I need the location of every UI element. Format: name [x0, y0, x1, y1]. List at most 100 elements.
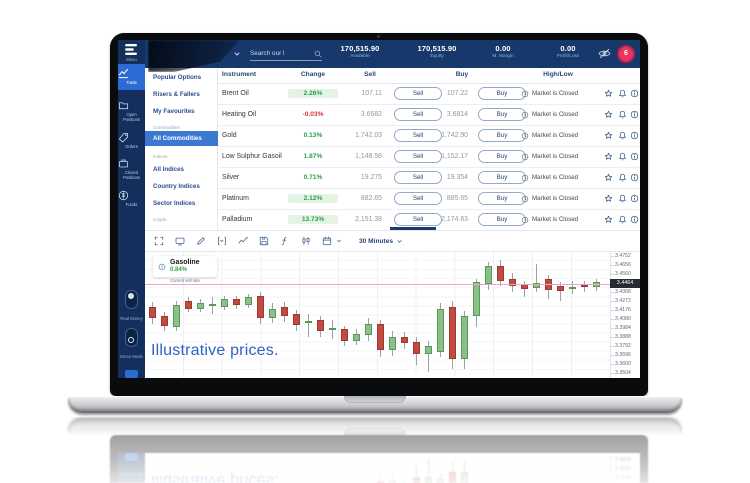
- star-icon[interactable]: [604, 89, 613, 98]
- subnav-item-my-favourites[interactable]: My Favourites: [153, 108, 195, 115]
- tag-icon: [118, 132, 129, 143]
- buy-price: 1,152.17: [441, 153, 468, 160]
- candlestick-plot[interactable]: [145, 252, 610, 378]
- subnav-section-commodities: Commodities: [153, 125, 180, 130]
- sell-button[interactable]: Sell: [394, 129, 442, 142]
- star-icon[interactable]: [604, 215, 613, 224]
- table-row[interactable]: Gold 0.13% 1,742.03 Sell 1,742.90 Buy Ma…: [218, 125, 640, 147]
- info-icon[interactable]: [630, 89, 639, 98]
- subnav-section-indices: Indices: [153, 154, 168, 159]
- user-avatar[interactable]: 6: [617, 45, 635, 63]
- sell-button[interactable]: Sell: [394, 192, 442, 205]
- bell-icon[interactable]: [618, 194, 627, 203]
- sell-button[interactable]: Sell: [394, 150, 442, 163]
- buy-price: 19.354: [446, 174, 468, 181]
- subnav-item-all-indices[interactable]: All Indices: [153, 166, 184, 173]
- star-icon[interactable]: [604, 194, 613, 203]
- subnav-item-popular-options[interactable]: Popular Options: [153, 74, 202, 81]
- bell-icon[interactable]: [618, 173, 627, 182]
- table-row[interactable]: Low Sulphur Gasoil 1.87% 1,148.58 Sell 1…: [218, 146, 640, 168]
- briefcase-icon: [118, 158, 129, 169]
- screenshot-icon[interactable]: [175, 236, 185, 246]
- buy-price: 2,174.63: [441, 216, 468, 223]
- sidebar-bottom-button[interactable]: [125, 370, 138, 378]
- chart-interval-dropdown[interactable]: 30 Minutes: [359, 238, 403, 245]
- chevron-down-icon: [396, 238, 403, 245]
- table-row[interactable]: Silver 0.71% 19.275 Sell 19.354 Buy Mark…: [218, 167, 640, 189]
- candlestick-icon[interactable]: [301, 236, 311, 246]
- instrument-name: Low Sulphur Gasoil: [222, 153, 282, 160]
- star-icon[interactable]: [604, 173, 613, 182]
- calendar-icon[interactable]: [322, 236, 332, 246]
- search-input[interactable]: Search our l: [250, 47, 322, 61]
- current-price-line: [145, 283, 610, 285]
- table-row[interactable]: Brent Oil 2.26% 107.11 Sell 107.22 Buy M…: [218, 83, 640, 105]
- buy-button[interactable]: Buy: [478, 192, 526, 205]
- sidebar-item-trade[interactable]: Trade: [118, 64, 145, 90]
- star-icon[interactable]: [604, 110, 613, 119]
- horizontal-scroll-indicator[interactable]: [390, 227, 436, 230]
- info-icon[interactable]: [630, 152, 639, 161]
- stat-margin: 0.00 M. Margin: [492, 44, 514, 59]
- info-icon[interactable]: [630, 194, 639, 203]
- market-status: Market is Closed: [521, 125, 578, 146]
- pencil-icon[interactable]: [196, 236, 206, 246]
- star-icon[interactable]: [604, 131, 613, 140]
- price-axis: 3.47523.46563.45603.44643.43683.42723.41…: [610, 252, 640, 378]
- chevron-down-icon[interactable]: [233, 50, 241, 58]
- sidebar-item-orders[interactable]: Orders: [118, 128, 145, 152]
- sell-price: 1,148.58: [355, 153, 382, 160]
- sell-button[interactable]: Sell: [394, 108, 442, 121]
- buy-button[interactable]: Buy: [478, 129, 526, 142]
- buy-button[interactable]: Buy: [478, 108, 526, 121]
- buy-button[interactable]: Buy: [478, 213, 526, 226]
- table-row[interactable]: Platinum 2.12% 882.65 Sell 885.65 Buy Ma…: [218, 188, 640, 210]
- brand-logo-icon[interactable]: [125, 44, 138, 55]
- sidebar-item-open-positions[interactable]: Open Positions: [118, 96, 145, 124]
- subnav-item-country-indices[interactable]: Country Indices: [153, 183, 200, 190]
- toggle-knob: [128, 337, 134, 343]
- sell-button[interactable]: Sell: [394, 171, 442, 184]
- sidebar-item-funds[interactable]: Funds: [118, 186, 145, 210]
- info-icon[interactable]: [630, 215, 639, 224]
- sidebar-item-closed-positions[interactable]: Closed Positions: [118, 154, 145, 182]
- star-icon[interactable]: [604, 152, 613, 161]
- bell-icon[interactable]: [618, 131, 627, 140]
- info-icon[interactable]: [630, 110, 639, 119]
- category-subnav: Popular Options Risers & Fallers My Favo…: [145, 68, 218, 230]
- info-icon[interactable]: [630, 131, 639, 140]
- function-brackets-icon[interactable]: [217, 236, 227, 246]
- eye-off-icon[interactable]: [598, 48, 611, 59]
- bell-icon[interactable]: [618, 89, 627, 98]
- sell-price: 882.65: [360, 195, 382, 202]
- stat-available: 170,515.90 Available: [340, 44, 380, 59]
- expand-icon[interactable]: [154, 236, 164, 246]
- line-mode-icon[interactable]: [238, 236, 248, 246]
- demo-mode-toggle[interactable]: Demo Mode: [118, 328, 145, 359]
- buy-button[interactable]: Buy: [478, 87, 526, 100]
- buy-price: 107.22: [446, 90, 468, 97]
- buy-button[interactable]: Buy: [478, 171, 526, 184]
- sell-price: 3.6682: [360, 111, 382, 118]
- market-status: Market is Closed: [521, 104, 578, 125]
- subnav-item-sector-indices[interactable]: Sector Indices: [153, 200, 196, 207]
- subnav-item-risers-fallers[interactable]: Risers & Fallers: [153, 91, 200, 98]
- clock-icon: [521, 90, 529, 98]
- buy-button[interactable]: Buy: [478, 150, 526, 163]
- bell-icon[interactable]: [618, 215, 627, 224]
- info-icon[interactable]: [630, 173, 639, 182]
- bell-icon[interactable]: [618, 110, 627, 119]
- bell-icon[interactable]: [618, 152, 627, 161]
- chart-instrument-card[interactable]: Gasoline 0.84%: [153, 256, 217, 277]
- instrument-name: Brent Oil: [222, 90, 249, 97]
- table-row[interactable]: Heating Oil -0.03% 3.6682 Sell 3.6814 Bu…: [218, 104, 640, 126]
- search-placeholder: Search our l: [250, 50, 285, 57]
- sell-button[interactable]: Sell: [394, 213, 442, 226]
- sell-button[interactable]: Sell: [394, 87, 442, 100]
- real-money-toggle[interactable]: Real Money: [118, 290, 145, 321]
- fx-icon[interactable]: [280, 236, 290, 246]
- subnav-item-all-commodities[interactable]: All Commodities: [145, 131, 218, 146]
- chart-toolbar: 30 Minutes: [145, 230, 640, 252]
- save-icon[interactable]: [259, 236, 269, 246]
